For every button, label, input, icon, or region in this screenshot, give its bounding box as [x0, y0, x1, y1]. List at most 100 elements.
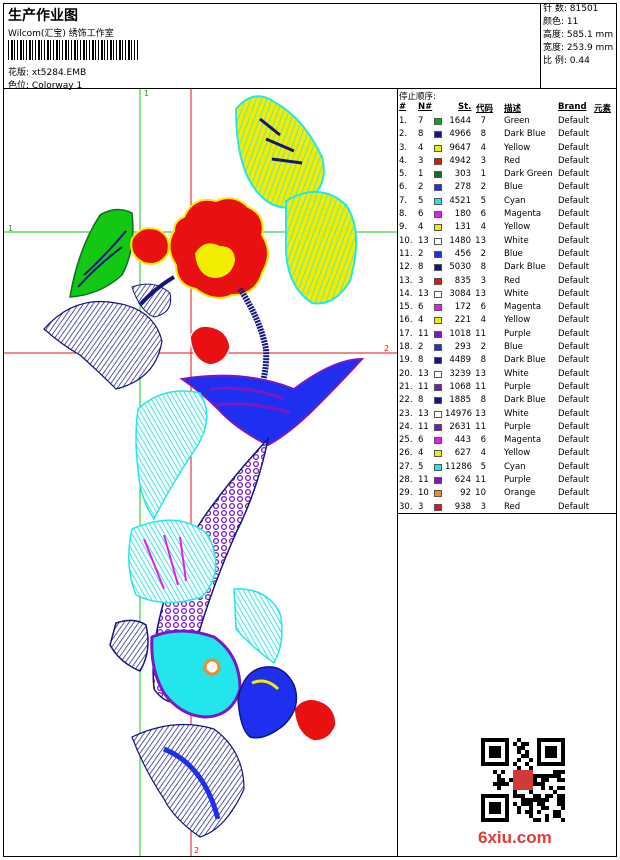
row-needle: 5 [418, 195, 424, 206]
row-description: Blue [504, 248, 523, 259]
row-index: 7. [399, 195, 408, 206]
row-brand: Default [558, 235, 590, 246]
fish-fin-right [233, 588, 283, 665]
row-code: 10 [475, 488, 486, 499]
table-row: 5. 1 303 1 Dark Green Default [398, 168, 617, 181]
blue-leaf-bottom [131, 723, 245, 838]
row-index: 18. [399, 342, 413, 353]
color-swatch [434, 383, 442, 391]
row-needle: 11 [418, 421, 429, 432]
row-description: Purple [504, 381, 531, 392]
row-stitches: 303 [454, 169, 471, 180]
row-description: Magenta [504, 302, 542, 313]
col-stitches: St. [458, 102, 472, 112]
page-title: 生产作业图 [8, 8, 78, 24]
row-description: Yellow [504, 315, 531, 326]
row-needle: 1 [418, 169, 424, 180]
row-description: Green [504, 116, 530, 126]
header-divider [3, 88, 617, 89]
row-brand: Default [558, 342, 590, 353]
row-stitches: 9647 [449, 142, 471, 153]
row-needle: 8 [418, 262, 424, 273]
row-brand: Default [558, 129, 590, 140]
sheet-frame [3, 3, 617, 857]
row-stitches: 835 [454, 275, 471, 286]
color-swatch [434, 224, 442, 232]
spec-scale: 比 例: 0.44 [543, 56, 590, 66]
table-row: 22. 8 1885 8 Dark Blue Default [398, 394, 617, 407]
row-description: Magenta [504, 435, 542, 446]
color-swatch [434, 317, 442, 325]
green-leaf [69, 208, 134, 298]
design-preview: 1 1 2 2 [4, 89, 397, 856]
stop-sequence-rows: 1. 7 1644 7 Green Default 2. 8 4966 8 Dark Blue Def… [398, 115, 617, 514]
row-brand: Default [558, 248, 590, 259]
row-stitches: 1885 [449, 395, 471, 406]
row-needle: 13 [418, 368, 429, 379]
row-brand: Default [558, 475, 590, 486]
row-index: 20. [399, 368, 413, 379]
row-index: 28. [399, 475, 413, 486]
row-code: 6 [480, 209, 486, 220]
row-brand: Default [558, 381, 590, 392]
row-needle: 5 [418, 461, 424, 472]
color-swatch [434, 211, 442, 219]
table-row: 7. 5 4521 5 Cyan Default [398, 195, 617, 208]
row-description: Purple [504, 475, 531, 486]
row-needle: 8 [418, 129, 424, 140]
row-index: 4. [399, 155, 408, 166]
row-code: 13 [475, 235, 486, 246]
color-swatch [434, 344, 442, 352]
color-swatch [434, 197, 442, 205]
row-stitches: 5030 [449, 262, 471, 273]
design-value: xt5284.EMB [31, 68, 87, 78]
table-row: 3. 4 9647 4 Yellow Default [398, 142, 617, 155]
row-code: 4 [480, 448, 486, 459]
row-brand: Default [558, 262, 590, 273]
row-code: 2 [480, 248, 486, 259]
row-needle: 2 [418, 342, 424, 353]
stop-sequence-heading: 停止顺序: [399, 92, 436, 102]
design-file: 花版: xt5284.EMB [8, 65, 86, 78]
specs-panel: 针 数: 81501 颜色: 11 高度: 585.1 mm 宽度: 253.9… [540, 3, 617, 88]
row-needle: 6 [418, 435, 424, 446]
row-needle: 11 [418, 328, 429, 339]
row-description: White [504, 368, 529, 379]
row-code: 7 [480, 116, 486, 126]
table-row: 13. 3 835 3 Red Default [398, 275, 617, 288]
row-brand: Default [558, 368, 590, 379]
table-row: 24. 11 2631 11 Purple Default [398, 421, 617, 434]
color-swatch [434, 237, 442, 245]
fish-fin-upper [135, 390, 208, 521]
col-needle: N# [418, 102, 433, 112]
row-stitches: 11286 [445, 461, 473, 472]
design-label: 花版: [8, 68, 30, 78]
row-stitches: 443 [454, 435, 471, 446]
row-description: Red [504, 501, 521, 512]
row-needle: 13 [418, 235, 429, 246]
row-needle: 13 [418, 408, 429, 419]
table-row: 14. 13 3084 13 White Default [398, 288, 617, 301]
fish-tail [179, 357, 365, 447]
row-description: Dark Blue [504, 355, 546, 366]
row-needle: 6 [418, 209, 424, 220]
color-swatch [434, 264, 442, 272]
row-code: 8 [480, 129, 486, 140]
blue-leaf-small [131, 283, 172, 318]
qr-code-image [481, 738, 565, 822]
barcode [8, 40, 138, 60]
row-stitches: 1644 [449, 116, 471, 126]
row-code: 4 [480, 315, 486, 326]
col-index: # [399, 102, 407, 112]
row-description: White [504, 235, 529, 246]
row-index: 30. [399, 501, 413, 512]
row-code: 5 [480, 461, 486, 472]
col-description: 描述 [504, 104, 522, 114]
row-index: 29. [399, 488, 413, 499]
row-index: 21. [399, 381, 413, 392]
row-brand: Default [558, 408, 590, 419]
table-row: 16. 4 221 4 Yellow Default [398, 314, 617, 327]
color-swatch [434, 250, 442, 258]
table-row: 23. 13 14976 13 White Default [398, 408, 617, 421]
row-needle: 8 [418, 395, 424, 406]
